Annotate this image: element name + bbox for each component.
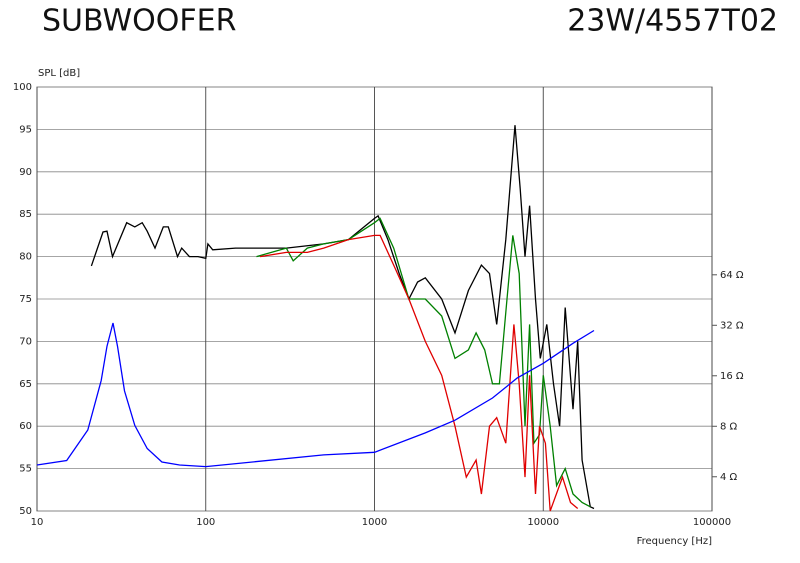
x-axis-label: Frequency [Hz] — [637, 536, 713, 547]
y-tick-label: 50 — [19, 506, 32, 517]
series-line — [259, 234, 579, 512]
y2-tick-label: 32 Ω — [720, 320, 744, 331]
chart-subtitle: 23W/4557T02 — [567, 4, 778, 39]
x-tick-label: 10 — [31, 517, 44, 528]
y2-tick-label: 64 Ω — [720, 270, 744, 281]
y-tick-label: 65 — [19, 379, 32, 390]
y-tick-label: 80 — [19, 252, 32, 263]
y-tick-label: 55 — [19, 464, 32, 475]
x-tick-label: 10000 — [527, 517, 559, 528]
series-line — [90, 125, 595, 510]
y-tick-label: 75 — [19, 294, 32, 305]
x-tick-label: 100 — [196, 517, 215, 528]
y-tick-label: 60 — [19, 421, 32, 432]
y-tick-label: 95 — [19, 124, 32, 135]
y-tick-label: 90 — [19, 167, 32, 178]
y2-tick-label: 8 Ω — [720, 421, 738, 432]
x-tick-label: 1000 — [362, 517, 387, 528]
y-axis-label: SPL [dB] — [38, 68, 80, 79]
y2-tick-label: 16 Ω — [720, 371, 744, 382]
chart-title: SUBWOOFER — [42, 4, 236, 39]
y2-tick-label: 4 Ω — [720, 472, 738, 483]
y-tick-label: 100 — [13, 82, 32, 93]
y-tick-label: 70 — [19, 336, 32, 347]
series-line — [36, 322, 595, 468]
y-tick-label: 85 — [19, 209, 32, 220]
x-tick-label: 100000 — [693, 517, 731, 528]
series-line — [256, 217, 591, 508]
